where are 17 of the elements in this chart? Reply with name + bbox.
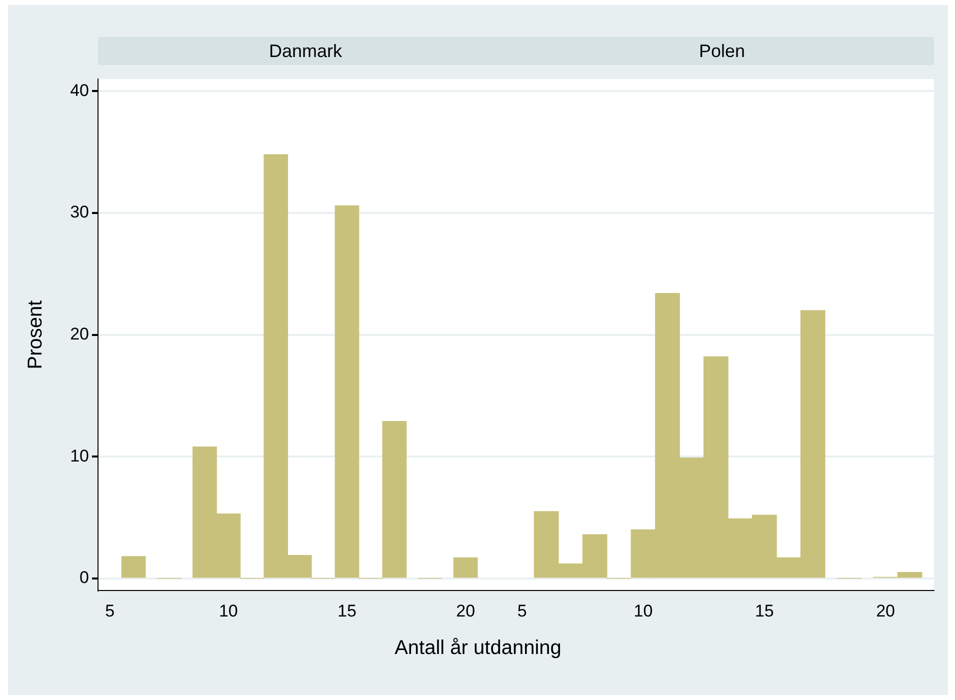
y-tick-label: 40 — [70, 80, 89, 100]
x-tick-label: 5 — [517, 601, 527, 620]
y-tick-label: 0 — [80, 568, 89, 588]
x-tick-label: 20 — [876, 601, 896, 620]
y-tick-label: 20 — [70, 324, 89, 344]
y-tick-label: 30 — [70, 202, 89, 222]
x-tick-label: 15 — [338, 601, 356, 620]
chart-title: Danmark — [98, 37, 513, 65]
x-tick-label: 5 — [105, 601, 115, 620]
x-tick-label: 20 — [456, 601, 476, 620]
x-tick-label: 10 — [634, 601, 653, 620]
x-tick-label: 10 — [218, 601, 238, 620]
x-tick-label: 15 — [754, 601, 774, 620]
x-axis-title: Antall år utdanning — [394, 637, 562, 660]
y-axis-title: Prosent — [24, 300, 47, 370]
y-tick-label: 10 — [70, 446, 89, 466]
chart-title: Polen — [510, 37, 934, 65]
